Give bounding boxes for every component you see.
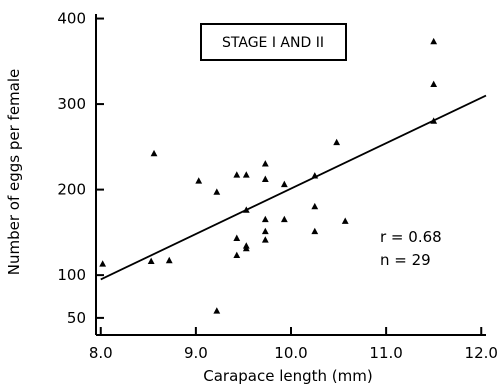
y-tick-label: 200 <box>57 181 86 199</box>
data-point <box>195 177 203 184</box>
data-points <box>99 37 438 314</box>
x-ticks: 8.0 9.0 10.0 11.0 12.0 <box>89 327 498 362</box>
x-tick-label: 11.0 <box>369 344 402 362</box>
data-point <box>341 217 349 224</box>
correlation-label: r = 0.68 <box>380 228 442 246</box>
data-point <box>261 160 269 167</box>
x-tick-label: 8.0 <box>89 344 113 362</box>
data-point <box>261 236 269 243</box>
data-point <box>311 202 319 210</box>
y-tick-label: 400 <box>57 10 86 28</box>
data-point <box>213 307 221 314</box>
data-point <box>261 227 269 235</box>
stage-annotation-label: STAGE I AND II <box>222 35 324 51</box>
data-point <box>233 234 241 241</box>
axes <box>95 14 486 336</box>
stage-annotation-box <box>200 23 347 61</box>
data-point <box>430 80 438 88</box>
x-tick-label: 9.0 <box>184 344 208 362</box>
y-ticks: 50 100 200 300 400 <box>57 10 104 327</box>
data-point <box>147 257 155 265</box>
data-point <box>165 256 173 264</box>
data-point <box>213 188 221 195</box>
x-axis-title: Carapace length (mm) <box>203 367 373 385</box>
data-point <box>430 117 438 124</box>
data-point <box>150 149 158 157</box>
data-point <box>280 215 288 223</box>
data-point <box>311 172 319 179</box>
y-tick-label: 50 <box>67 309 86 327</box>
data-point <box>242 206 250 213</box>
data-point <box>242 244 250 252</box>
data-point <box>99 260 107 267</box>
sample-size-label: n = 29 <box>380 251 431 269</box>
data-point <box>333 138 341 146</box>
data-point <box>280 180 288 188</box>
stage-annotation: STAGE I AND II <box>200 23 347 61</box>
data-point <box>311 227 319 235</box>
data-point <box>242 171 250 178</box>
x-tick-label: 10.0 <box>274 344 307 362</box>
y-axis-title: Number of eggs per female <box>5 69 23 276</box>
regression-line <box>100 94 487 281</box>
data-point <box>233 251 241 259</box>
data-point <box>430 37 438 45</box>
data-point <box>261 215 269 223</box>
y-tick-label: 300 <box>57 95 86 113</box>
data-point <box>261 175 269 182</box>
data-point <box>233 171 241 178</box>
y-tick-label: 100 <box>57 266 86 284</box>
x-tick-label: 12.0 <box>465 344 498 362</box>
